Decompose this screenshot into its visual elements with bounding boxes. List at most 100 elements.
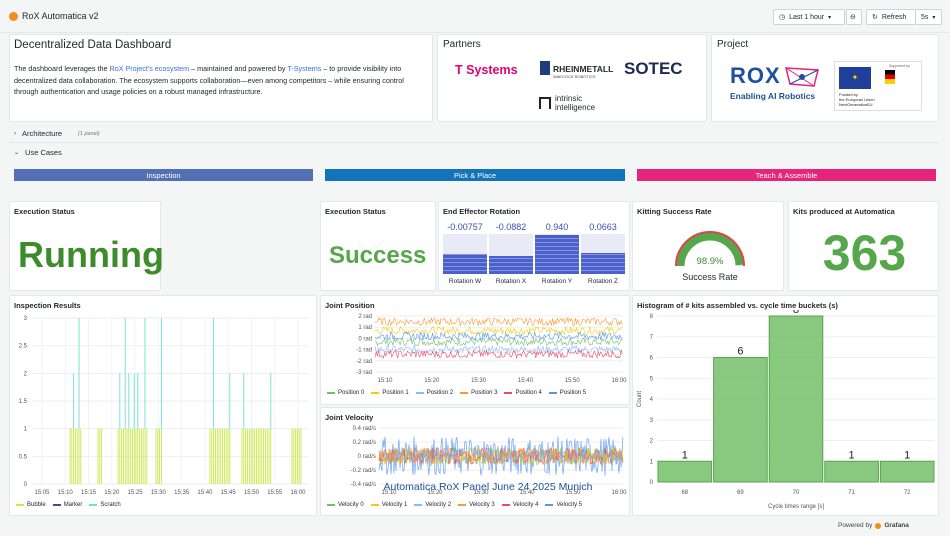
inspection-results-panel: Inspection Results 3 2.5 2 1.5 1 0.5 0 15:05 15:… [9,295,317,516]
y-tick-label: 1 [24,427,28,433]
legend-color [545,504,554,506]
histogram-bar[interactable] [879,460,935,483]
rotation-bar-fill [489,256,533,274]
rotation-bar [581,234,625,274]
execution-status-value: Success [329,242,427,269]
x-tick-label: 15:40 [197,490,213,496]
y-tick-label: 0.5 [19,454,28,460]
y-axis-label: Count [637,391,643,407]
x-tick-label: 15:20 [104,490,120,496]
x-tick-label: 15:35 [174,490,190,496]
legend-color [501,504,510,506]
partners-panel: Partners T Systems RHEINMETALL WAECOCK R… [437,34,707,122]
legend-item[interactable]: Scratch [89,502,121,508]
legend-color [458,504,467,506]
position-series-line [374,349,623,360]
velocity-series-line [378,447,624,465]
x-tick-label: 15:20 [424,378,440,384]
rotation-label: Rotation X [495,278,527,285]
chevron-down-icon: ▾ [828,14,832,21]
y-tick-label: 6 [650,356,654,362]
joint-position-panel: Joint Position 2 rad 1 rad 0 rad -1 rad -2 r… [320,295,630,405]
x-tick-label: 15:50 [565,490,581,496]
y-tick-label: -0.2 rad/s [351,468,376,474]
velocity-overlay-text: Automatica RoX Panel June 24 2025 Munich [383,481,593,493]
legend-item[interactable]: Position 4 [504,390,542,396]
y-tick-label: -2 rad [356,359,372,365]
y-tick-label: 0 [24,482,28,488]
x-tick-label: 15:50 [244,490,260,496]
refresh-button[interactable]: ↻ Refresh [866,9,916,25]
eu-funding-logo: ✦ Supported by Funded by the European Uni… [834,61,922,111]
legend-color [370,504,379,506]
x-tick-label: 15:55 [267,490,283,496]
histogram-bar[interactable] [657,460,713,483]
position-series-line [375,325,623,336]
chevron-right-icon: › [14,130,16,137]
legend-item[interactable]: Velocity 2 [414,502,451,508]
x-tick-label: 15:25 [128,490,144,496]
bar-value-label: 6 [737,346,743,358]
x-tick-label: 15:40 [518,378,534,384]
y-tick-label: 1.5 [19,399,28,405]
histogram-panel: Histogram of # kits assembled vs. cycle … [632,295,939,516]
legend-item[interactable]: Bubble [16,502,46,508]
joint-position-chart: 2 rad 1 rad 0 rad -1 rad -2 rad -3 rad 15:10 15… [356,314,627,384]
legend-color [415,392,424,394]
intro-title: Decentralized Data Dashboard [14,39,172,51]
rotation-bar-fill [443,254,487,274]
kitting-gauge-value: 98.9% [696,256,724,267]
legend-item[interactable]: Position 2 [415,390,453,396]
histogram-bar[interactable] [713,357,768,483]
rheinmetall-sub: WAECOCK ROBOTICS [553,74,596,79]
legend-item[interactable]: Position 3 [460,390,497,396]
rotation-bar [489,234,533,274]
rotation-label: Rotation Y [541,278,573,285]
chevron-down-icon: ⌄ [14,150,20,156]
legend-item[interactable]: Velocity 3 [458,502,495,508]
y-tick-label: 0 rad/s [358,454,376,460]
project-panel: Project ROX Enabling AI Robotics ✦ Suppo… [711,34,939,122]
y-tick-label: 3 [24,316,28,322]
y-tick-label: 2.5 [19,344,28,350]
legend-color [16,504,24,506]
legend-color [89,504,98,506]
rox-network-icon [785,67,819,87]
rotation-bar-fill [581,253,625,274]
intrinsic-logo: intrinsic intelligence [555,94,596,112]
x-tick-label: 15:10 [377,378,393,384]
rotation-bar [535,234,579,274]
legend-item[interactable]: Position 5 [548,390,586,396]
x-tick-label: 15:30 [473,490,489,496]
time-range-picker[interactable]: ◷ Last 1 hour ▾ [773,9,845,25]
row-use-cases[interactable]: ⌄ Use Cases [14,148,62,157]
bar-value-label: 1 [682,449,688,461]
joint-velocity-legend: Velocity 0 Velocity 1 Velocity 2 Velocity 3… [327,502,582,508]
position-series-line [374,344,623,355]
inspection-legend: Bubble Marker Scratch [16,502,121,508]
histogram-bar[interactable] [824,460,879,483]
kits-produced-panel: Kits produced at Automatica 363 [788,201,939,291]
joint-velocity-panel: Joint Velocity 0.4 rad/s 0.2 rad/s 0 rad/s… [320,407,630,516]
x-tick-label: 16:00 [290,490,306,496]
execution-status-panel-pick: Execution Status Success [320,201,436,291]
legend-item[interactable]: Position 0 [327,390,364,396]
legend-item[interactable]: Velocity 0 [327,502,364,508]
y-tick-label: 0.2 rad/s [353,440,376,446]
row-architecture[interactable]: › Architecture (1 panel) [14,129,100,138]
top-bar: RoX Automatica v2 ◷ Last 1 hour ▾ ⊖ ↻ Refre… [0,0,950,33]
tsystems-link[interactable]: T-Systems [287,64,322,73]
legend-item[interactable]: Velocity 1 [370,502,407,508]
histogram-bar[interactable] [768,315,824,483]
legend-item[interactable]: Marker [52,502,82,508]
rotation-label: Rotation Z [588,278,618,285]
y-tick-label: 8 [650,314,654,320]
refresh-interval-picker[interactable]: 5s ▾ [915,9,942,25]
project-title: Project [717,39,749,50]
position-series-line [374,316,623,327]
zoom-out-button[interactable]: ⊖ [846,9,862,25]
legend-item[interactable]: Velocity 5 [545,502,582,508]
rox-ecosystem-link[interactable]: RoX Project's ecosystem [109,64,190,73]
legend-item[interactable]: Velocity 4 [501,502,538,508]
legend-item[interactable]: Position 1 [371,390,409,396]
